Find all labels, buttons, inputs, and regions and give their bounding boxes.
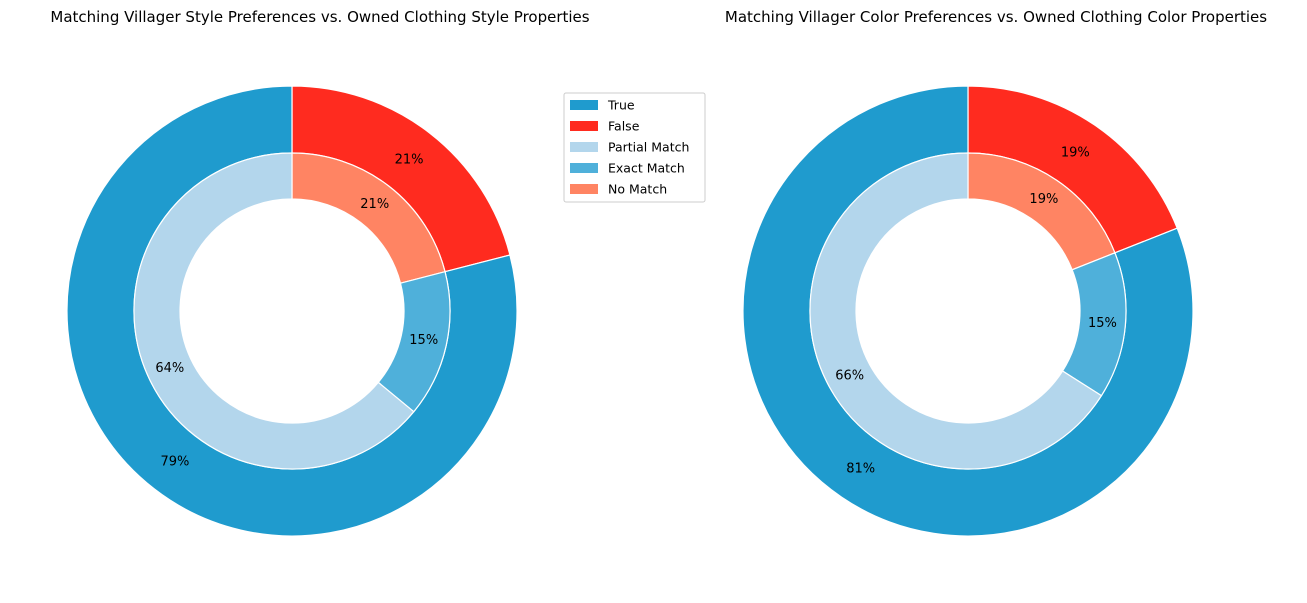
legend-swatch-true [570, 100, 598, 110]
outer-pct-label-true: 79% [160, 454, 189, 469]
inner-pct-label-no-match: 19% [1029, 192, 1058, 207]
legend-label-no-match: No Match [608, 182, 667, 197]
legend-swatch-false [570, 121, 598, 131]
inner-pct-label-partial-match: 66% [835, 369, 864, 384]
outer-pct-label-false: 19% [1061, 146, 1090, 161]
legend-swatch-no-match [570, 184, 598, 194]
inner-pct-label-exact-match: 15% [409, 333, 438, 348]
chart-title-style: Matching Villager Style Preferences vs. … [50, 8, 589, 26]
legend-swatch-exact-match [570, 163, 598, 173]
inner-slice-partial-match [809, 152, 1103, 470]
legend-label-exact-match: Exact Match [608, 161, 685, 176]
legend-swatch-partial-match [570, 142, 598, 152]
legend-label-false: False [608, 119, 640, 134]
color-donut-chart: Matching Villager Color Preferences vs. … [725, 8, 1267, 537]
chart-title-color: Matching Villager Color Preferences vs. … [725, 8, 1267, 26]
legend-label-true: True [607, 98, 635, 113]
legend: True False Partial Match Exact Match No Matc… [563, 92, 706, 203]
inner-slice-partial-match [133, 152, 415, 470]
inner-pct-label-no-match: 21% [360, 197, 389, 212]
legend-label-partial-match: Partial Match [608, 140, 689, 155]
inner-pct-label-partial-match: 64% [155, 361, 184, 376]
inner-pct-label-exact-match: 15% [1088, 316, 1117, 331]
style-donut-chart: Matching Villager Style Preferences vs. … [50, 8, 590, 537]
legend-frame [563, 92, 706, 203]
outer-pct-label-false: 21% [395, 153, 424, 168]
outer-pct-label-true: 81% [846, 461, 875, 476]
